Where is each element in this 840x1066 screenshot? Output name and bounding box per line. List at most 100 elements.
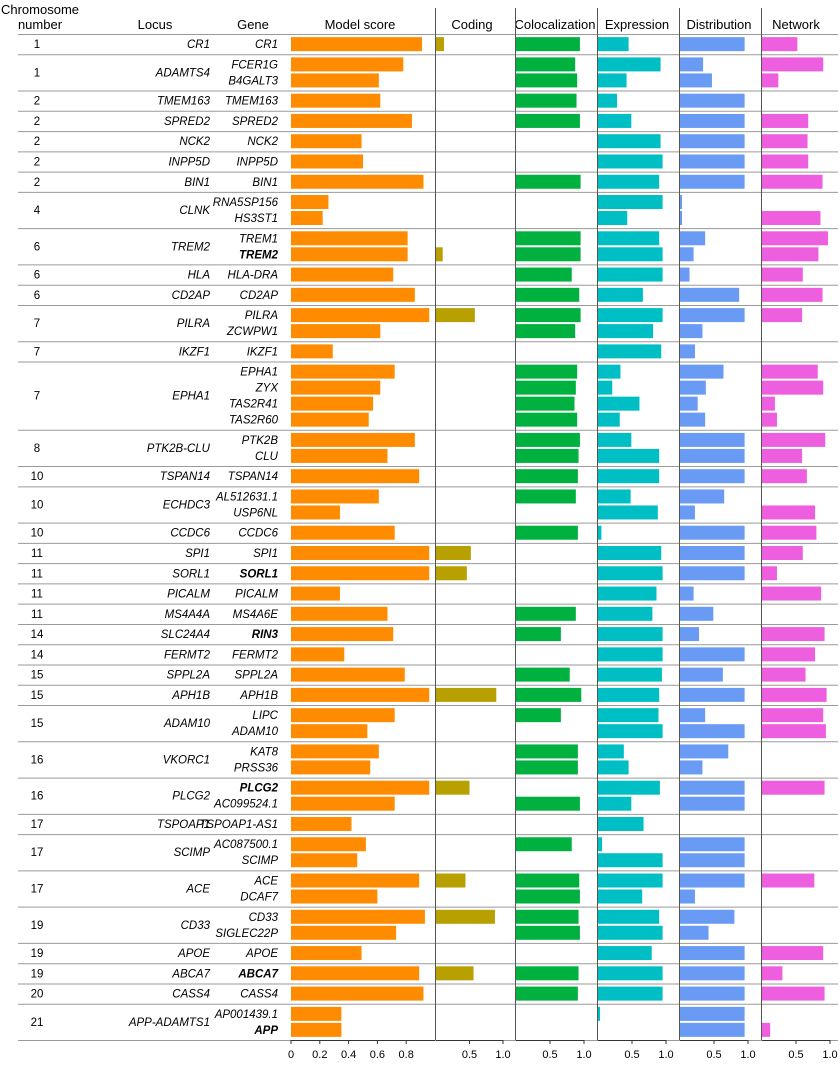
axis-tick-label: 1.0 <box>740 1049 755 1061</box>
network-bar <box>762 966 783 981</box>
distribution-bar <box>680 364 724 379</box>
gene-name: AP001439.1 <box>214 1009 278 1021</box>
network-bar <box>762 1022 771 1037</box>
expression-bar <box>598 546 662 560</box>
network-bar <box>762 546 803 560</box>
coding-bar <box>436 566 467 581</box>
colocalization-bar <box>516 432 580 447</box>
network-bar <box>762 287 823 302</box>
chromosome-number: 1 <box>34 67 40 79</box>
gene-name: CD2AP <box>240 290 279 302</box>
colocalization-bar <box>516 966 579 981</box>
chromosome-number: 6 <box>34 270 40 282</box>
chromosome-number: 4 <box>34 205 41 217</box>
distribution-bar <box>680 946 745 961</box>
gene-name: CLU <box>255 451 279 463</box>
colocalization-bar <box>516 744 578 759</box>
distribution-bar <box>680 606 714 621</box>
model-score-bar <box>291 469 420 484</box>
model-score-bar <box>291 154 363 169</box>
chromosome-number: 2 <box>34 136 40 148</box>
locus-name: ABCA7 <box>171 968 210 980</box>
axis-tick-label: 1.0 <box>576 1049 591 1061</box>
network-bar <box>762 448 803 463</box>
chromosome-number: 19 <box>31 948 44 960</box>
expression-bar <box>598 566 663 581</box>
distribution-bar <box>680 687 745 702</box>
network-bar <box>762 586 822 601</box>
distribution-bar <box>680 396 698 411</box>
expression-bar <box>598 667 662 682</box>
locus-name: CASS4 <box>172 989 210 1001</box>
colocalization-bar <box>516 925 580 940</box>
expression-bar <box>598 174 660 189</box>
chromosome-number: 2 <box>34 177 40 189</box>
colocalization-bar <box>516 412 578 427</box>
distribution-bar <box>680 73 712 88</box>
network-bar <box>762 627 825 642</box>
colocalization-bar <box>516 174 581 189</box>
locus-name: SPI1 <box>185 548 210 560</box>
network-bar <box>762 525 817 540</box>
coding-bar <box>436 687 497 702</box>
expression-bar <box>598 708 659 723</box>
gene-name: SPRED2 <box>232 116 279 128</box>
network-bar <box>762 134 808 149</box>
expression-bar <box>598 73 627 88</box>
network-bar <box>762 687 827 702</box>
model-score-bar <box>291 966 420 981</box>
gene-name: CCDC6 <box>238 528 278 540</box>
gene-name: RIN3 <box>252 629 279 641</box>
locus-name: APH1B <box>171 690 210 702</box>
expression-bar <box>598 57 661 72</box>
model-score-bar <box>291 708 395 723</box>
model-score-bar <box>291 73 379 88</box>
network-bar <box>762 667 806 682</box>
colocalization-bar <box>516 308 581 323</box>
chromosome-number: 14 <box>31 629 44 641</box>
chromosome-number: 17 <box>31 819 44 831</box>
distribution-bar <box>680 889 695 904</box>
gene-name: APOE <box>245 948 278 960</box>
model-score-bar <box>291 925 397 940</box>
coding-bar <box>436 308 475 323</box>
model-score-bar <box>291 174 424 189</box>
axis-tick-label: 0.5 <box>542 1049 557 1061</box>
colocalization-bar <box>516 57 576 72</box>
network-bar <box>762 986 825 1001</box>
gene-name: SIGLEC22P <box>215 928 278 940</box>
network-bar <box>762 231 828 246</box>
gene-name: FERMT2 <box>232 649 279 661</box>
chromosome-number: 21 <box>31 1017 44 1029</box>
expression-bar <box>598 724 663 739</box>
model-score-bar <box>291 287 415 302</box>
chromosome-number: 6 <box>34 241 40 253</box>
gene-name: AC087500.1 <box>213 839 278 851</box>
header-network: Network <box>772 17 820 32</box>
model-score-bar <box>291 873 420 888</box>
chromosome-number: 2 <box>34 96 40 108</box>
model-score-bar <box>291 986 424 1001</box>
model-score-bar <box>291 93 381 108</box>
distribution-bar <box>680 287 740 302</box>
gene-name: RNA5SP156 <box>213 197 279 209</box>
locus-name: TSPOAP1 <box>157 819 210 831</box>
colocalization-bar <box>516 909 579 924</box>
model-score-bar <box>291 37 423 52</box>
expression-bar <box>598 113 632 128</box>
distribution-bar <box>680 267 690 282</box>
network-bar <box>762 247 819 262</box>
chromosome-number: 17 <box>31 847 44 859</box>
chromosome-number: 7 <box>34 391 40 403</box>
gene-name: HLA-DRA <box>228 270 279 282</box>
gene-name: ACE <box>253 876 278 888</box>
expression-bar <box>598 211 628 226</box>
colocalization-bar <box>516 113 580 128</box>
model-score-bar <box>291 837 366 852</box>
network-bar <box>762 308 803 323</box>
locus-name: BIN1 <box>184 177 210 189</box>
chromosome-number: 15 <box>31 718 44 730</box>
expression-bar <box>598 134 661 149</box>
distribution-bar <box>680 174 745 189</box>
chromosome-number: 1 <box>34 39 40 51</box>
